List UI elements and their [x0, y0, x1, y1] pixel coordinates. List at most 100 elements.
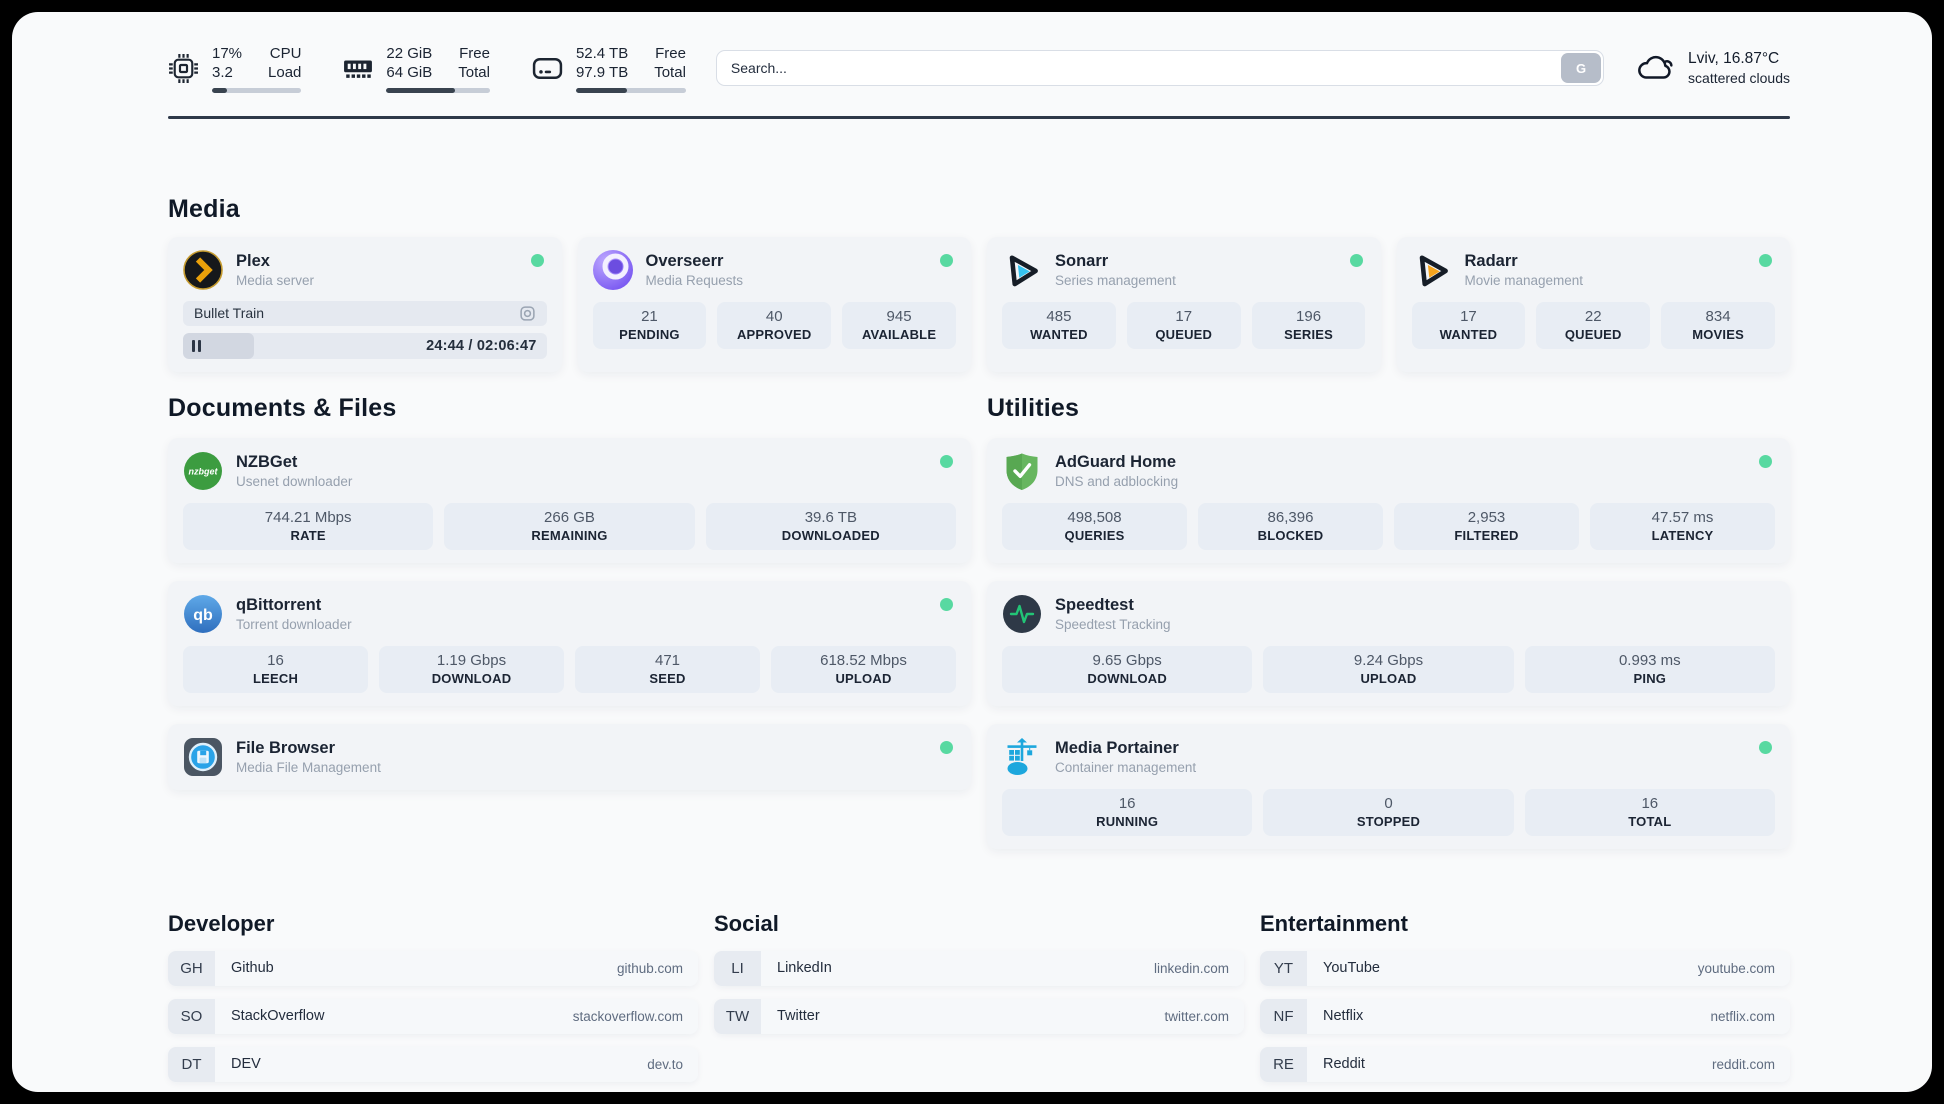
memory-stat: 22 GiB 64 GiB Free Total: [343, 44, 490, 93]
memory-total-label: Total: [458, 63, 490, 81]
stat-queued: 17 QUEUED: [1126, 301, 1241, 349]
stat-remaining: 266 GB REMAINING: [444, 502, 695, 550]
stat-wanted: 17 WANTED: [1411, 301, 1526, 349]
stat-total: 16 TOTAL: [1524, 788, 1775, 836]
status-dot: [1759, 454, 1772, 468]
memory-progress-track: [386, 87, 490, 93]
memory-progress-fill: [386, 87, 455, 93]
weather-condition: scattered clouds: [1688, 70, 1790, 86]
stat-series: 196 SERIES: [1251, 301, 1366, 349]
app-card-radarr[interactable]: Radarr Movie management 17 WANTED 22 QUE…: [1396, 236, 1790, 372]
app-card-adguard[interactable]: AdGuard Home DNS and adblocking 498,508 …: [987, 437, 1790, 563]
nzbget-icon: nzbget: [184, 451, 222, 490]
svg-text:qb: qb: [193, 607, 213, 624]
cpu-progress-track: [212, 87, 302, 93]
bookmark-title-entertainment: Entertainment: [1260, 910, 1408, 936]
cpu-stat: 17% 3.2 CPU Load: [168, 44, 302, 93]
video-icon[interactable]: [519, 305, 536, 322]
disk-icon: [532, 57, 563, 79]
bookmark-link-stackoverflow[interactable]: SO StackOverflow stackoverflow.com: [168, 998, 698, 1034]
disk-progress-track: [575, 87, 686, 93]
disk-stat: 52.4 TB 97.9 TB Free Total: [532, 44, 686, 93]
app-desc: Usenet downloader: [236, 473, 353, 489]
stat-filtered: 2,953 FILTERED: [1394, 502, 1579, 550]
memory-total-value: 64 GiB: [386, 63, 433, 81]
bookmark-name: Reddit: [1323, 1056, 1365, 1072]
disk-total-label: Total: [654, 63, 686, 81]
app-desc: Speedtest Tracking: [1055, 616, 1171, 632]
filebrowser-icon: [184, 737, 222, 776]
sonarr-icon: [1009, 254, 1038, 286]
app-card-overseerr[interactable]: Overseerr Media Requests 21 PENDING 40 A…: [577, 236, 971, 372]
bookmark-link-linkedin[interactable]: LI LinkedIn linkedin.com: [714, 950, 1244, 986]
playback-time: 24:44 / 02:06:47: [426, 337, 537, 354]
app-name: NZBGet: [236, 452, 298, 471]
stat-upload: 9.24 Gbps UPLOAD: [1263, 645, 1514, 693]
disk-free-label: Free: [655, 44, 686, 62]
now-playing-title: Bullet Train: [194, 305, 265, 321]
cpu-load-value: 3.2: [212, 63, 233, 81]
app-card-speedtest[interactable]: Speedtest Speedtest Tracking 9.65 Gbps D…: [987, 580, 1790, 706]
bookmark-link-netflix[interactable]: NF Netflix netflix.com: [1260, 998, 1790, 1034]
disk-free-value: 52.4 TB: [575, 44, 629, 62]
bookmark-tag: YT: [1260, 950, 1307, 986]
bookmark-tag: SO: [168, 998, 215, 1034]
app-name: Plex: [236, 251, 270, 270]
status-dot: [940, 740, 953, 754]
plex-icon: [183, 249, 223, 290]
section-title-utilities: Utilities: [987, 393, 1080, 422]
dashboard-panel: 17% 3.2 CPU Load: [12, 12, 1932, 1092]
status-dot: [1349, 253, 1363, 267]
bookmark-title-social: Social: [714, 910, 779, 936]
app-name: Speedtest: [1055, 595, 1134, 614]
status-dot: [530, 253, 544, 267]
stat-running: 16 RUNNING: [1002, 788, 1253, 836]
stat-stopped: 0 STOPPED: [1263, 788, 1514, 836]
cpu-icon: [169, 53, 198, 83]
app-card-filebrowser[interactable]: File Browser Media File Management: [168, 723, 971, 790]
stat-leech: 16 LEECH: [183, 645, 368, 693]
bookmark-name: LinkedIn: [777, 960, 832, 976]
cpu-load-label: Load: [268, 63, 302, 81]
bookmark-url: dev.to: [647, 1056, 683, 1072]
bookmark-tag: NF: [1260, 998, 1307, 1034]
top-bar: 17% 3.2 CPU Load: [168, 40, 1790, 96]
app-desc: Movie management: [1464, 272, 1584, 288]
stat-download: 9.65 Gbps DOWNLOAD: [1002, 645, 1253, 693]
stat-queries: 498,508 QUERIES: [1002, 502, 1187, 550]
app-name: qBittorrent: [236, 595, 322, 614]
bookmark-link-reddit[interactable]: RE Reddit reddit.com: [1260, 1046, 1790, 1082]
app-desc: DNS and adblocking: [1055, 473, 1179, 489]
app-desc: Series management: [1055, 272, 1176, 288]
cpu-label: CPU: [269, 44, 302, 62]
app-desc: Torrent downloader: [236, 616, 352, 632]
bookmark-link-github[interactable]: GH Github github.com: [168, 950, 698, 986]
app-card-nzbget[interactable]: nzbget NZBGet Usenet downloader 744.21 M…: [168, 437, 971, 563]
bookmark-link-twitter[interactable]: TW Twitter twitter.com: [714, 998, 1244, 1034]
bookmark-url: youtube.com: [1697, 960, 1775, 976]
pause-icon[interactable]: [192, 339, 202, 352]
bookmark-link-dev[interactable]: DT DEV dev.to: [168, 1046, 698, 1082]
app-name: Media Portainer: [1055, 738, 1179, 757]
cpu-progress-fill: [212, 87, 228, 93]
app-card-portainer[interactable]: Media Portainer Container management 16 …: [987, 723, 1790, 849]
app-card-qbittorrent[interactable]: qb qBittorrent Torrent downloader 16 LEE…: [168, 580, 971, 706]
stat-queued: 22 QUEUED: [1536, 301, 1651, 349]
bookmark-name: Github: [231, 960, 274, 976]
app-card-plex[interactable]: Plex Media server Bullet Train 24:44 / 0…: [168, 236, 562, 372]
stat-rate: 744.21 Mbps RATE: [183, 502, 434, 550]
bookmark-link-youtube[interactable]: YT YouTube youtube.com: [1260, 950, 1790, 986]
search-input[interactable]: [715, 50, 1605, 86]
section-utilities: Utilities AdGuard Home DNS and adblockin…: [987, 394, 1790, 849]
bookmark-group-entertainment: Entertainment YT YouTube youtube.com NF …: [1260, 911, 1790, 1082]
stat-download: 1.19 Gbps DOWNLOAD: [379, 645, 564, 693]
status-dot: [940, 253, 953, 267]
app-name: Radarr: [1464, 251, 1518, 270]
app-name: Sonarr: [1055, 251, 1109, 270]
app-card-sonarr[interactable]: Sonarr Series management 485 WANTED 17 Q…: [987, 236, 1381, 372]
disk-progress-fill: [575, 87, 627, 93]
search-engine-button[interactable]: G: [1561, 53, 1602, 83]
system-stats: 17% 3.2 CPU Load: [168, 44, 686, 93]
stat-seed: 471 SEED: [575, 645, 760, 693]
app-desc: Media server: [236, 272, 315, 288]
